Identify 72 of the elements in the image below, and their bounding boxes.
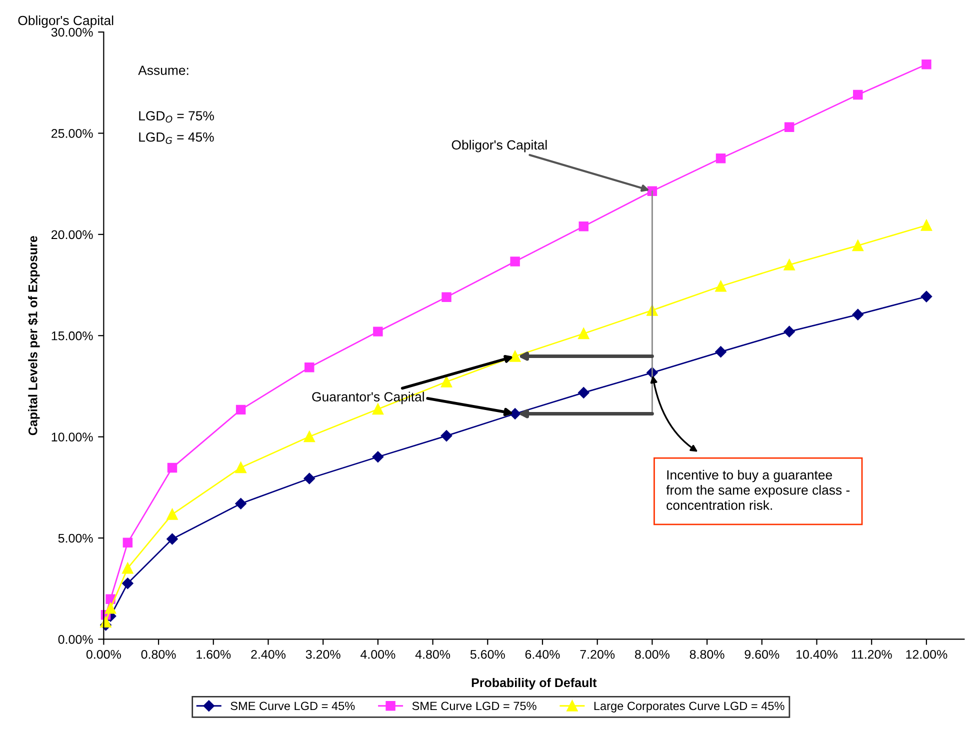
point bbox=[235, 498, 246, 510]
y-axis-title: Capital Levels per $1 of Exposure bbox=[28, 236, 40, 436]
x-tick-label: 12.00% bbox=[906, 650, 948, 659]
point bbox=[122, 562, 134, 574]
point bbox=[236, 404, 246, 415]
point bbox=[578, 328, 590, 340]
annotation: Assume: bbox=[138, 66, 188, 75]
x-tick-label: 9.60% bbox=[744, 650, 780, 659]
point bbox=[784, 259, 795, 270]
point bbox=[440, 430, 452, 442]
point bbox=[920, 220, 932, 231]
point bbox=[510, 350, 521, 362]
x-tick-label: 11.20% bbox=[852, 650, 892, 659]
x-tick-label: 8.00% bbox=[635, 650, 670, 659]
annotation: LGD$_{O}$ = 75% bbox=[139, 111, 214, 123]
annotation: Incentive to buy a guarantee from the same exposure class - concentration risk. bbox=[666, 470, 850, 510]
point bbox=[442, 292, 452, 302]
point bbox=[578, 221, 588, 232]
x-tick-label: 6.40% bbox=[525, 650, 560, 659]
point bbox=[922, 60, 932, 70]
point bbox=[509, 408, 521, 420]
x-tick-label: 7.20% bbox=[580, 650, 615, 659]
y-tick-label: 0.00% bbox=[58, 635, 93, 644]
point bbox=[716, 153, 726, 164]
point bbox=[784, 326, 795, 338]
point bbox=[100, 616, 112, 628]
point bbox=[852, 240, 864, 252]
point bbox=[372, 451, 384, 462]
point bbox=[122, 538, 133, 548]
legend-label: SME Curve LGD = 45% bbox=[230, 702, 355, 710]
x-tick-label: 8.80% bbox=[690, 650, 724, 659]
x-tick-label: 2.40% bbox=[251, 650, 286, 659]
x-tick-label: 10.40% bbox=[796, 650, 838, 659]
point bbox=[510, 256, 520, 266]
point bbox=[715, 280, 726, 292]
y-tick-label: 30.00% bbox=[51, 28, 93, 37]
x-tick-label: 1.60% bbox=[196, 650, 231, 659]
y-tick-label: 15.00% bbox=[52, 331, 93, 340]
annotation: Obligor's Capital bbox=[452, 140, 547, 152]
y-tick-label: 25.00% bbox=[52, 129, 93, 138]
y-tick-label: 20.00% bbox=[52, 230, 93, 240]
y-tick-label: 5.00% bbox=[58, 534, 93, 543]
x-axis-title: Probability of Default bbox=[472, 678, 597, 690]
x-tick-label: 4.80% bbox=[415, 650, 450, 659]
legend-label: Large Corporates Curve LGD = 45% bbox=[594, 702, 784, 712]
point bbox=[167, 462, 178, 473]
x-tick-label: 5.60% bbox=[470, 650, 505, 659]
point bbox=[440, 376, 452, 388]
point bbox=[715, 346, 726, 358]
legend-label: SME Curve LGD = 75% bbox=[412, 702, 536, 710]
x-tick-label: 3.20% bbox=[306, 650, 340, 659]
point bbox=[304, 431, 315, 442]
point bbox=[920, 290, 932, 302]
point bbox=[373, 326, 383, 336]
point bbox=[304, 362, 314, 372]
point bbox=[235, 462, 246, 474]
point bbox=[122, 578, 134, 589]
x-tick-label: 0.00% bbox=[86, 650, 121, 659]
point bbox=[372, 404, 384, 415]
point bbox=[166, 508, 178, 520]
annotation: LGD$_{G}$ = 45% bbox=[139, 132, 214, 144]
point bbox=[304, 472, 315, 484]
x-tick-label: 0.80% bbox=[141, 650, 176, 659]
point bbox=[104, 602, 116, 614]
x-tick-label: 4.00% bbox=[360, 650, 396, 659]
point bbox=[784, 122, 794, 132]
text: Obligor's Capital bbox=[18, 15, 114, 28]
point bbox=[166, 533, 178, 545]
point bbox=[578, 387, 590, 398]
point bbox=[853, 90, 863, 100]
point bbox=[852, 308, 864, 320]
y-tick-label: 10.00% bbox=[52, 432, 93, 442]
